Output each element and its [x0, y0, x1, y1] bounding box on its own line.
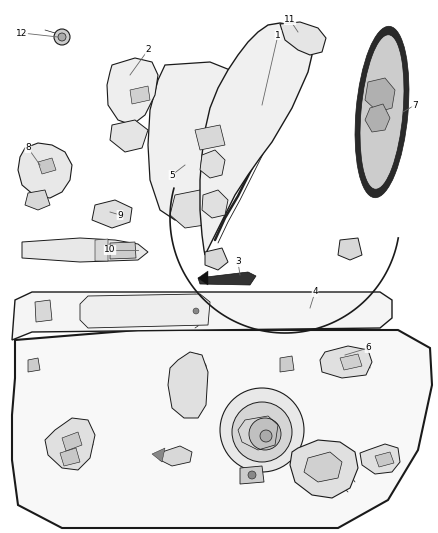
- Polygon shape: [38, 158, 56, 174]
- Polygon shape: [360, 444, 400, 474]
- Polygon shape: [280, 22, 326, 55]
- Text: 4: 4: [312, 287, 318, 296]
- Ellipse shape: [360, 35, 404, 189]
- Polygon shape: [62, 432, 82, 451]
- Circle shape: [260, 430, 272, 442]
- Polygon shape: [152, 448, 165, 462]
- Polygon shape: [110, 120, 148, 152]
- Polygon shape: [95, 239, 108, 261]
- Text: 11: 11: [284, 15, 296, 25]
- Circle shape: [54, 29, 70, 45]
- Polygon shape: [45, 418, 95, 470]
- Polygon shape: [22, 238, 148, 262]
- Polygon shape: [25, 190, 50, 210]
- Text: 12: 12: [16, 28, 28, 37]
- Circle shape: [220, 388, 304, 472]
- Polygon shape: [320, 346, 372, 378]
- Circle shape: [248, 471, 256, 479]
- Polygon shape: [170, 190, 210, 228]
- Polygon shape: [160, 446, 192, 466]
- Polygon shape: [290, 440, 358, 498]
- Polygon shape: [240, 466, 264, 484]
- Polygon shape: [110, 242, 136, 259]
- Polygon shape: [280, 356, 294, 372]
- Polygon shape: [338, 238, 362, 260]
- Text: 9: 9: [117, 211, 123, 220]
- Text: 7: 7: [412, 101, 418, 109]
- Polygon shape: [35, 300, 52, 322]
- Polygon shape: [195, 125, 225, 150]
- Text: 8: 8: [25, 143, 31, 152]
- Polygon shape: [198, 271, 208, 285]
- Text: 5: 5: [169, 171, 175, 180]
- Polygon shape: [18, 143, 72, 198]
- Polygon shape: [12, 292, 392, 340]
- Polygon shape: [375, 452, 394, 467]
- Polygon shape: [28, 358, 40, 372]
- Circle shape: [249, 418, 281, 450]
- Polygon shape: [198, 272, 256, 285]
- Polygon shape: [365, 78, 395, 112]
- Polygon shape: [365, 104, 390, 132]
- Text: 2: 2: [145, 45, 151, 54]
- Polygon shape: [60, 448, 80, 466]
- Text: 3: 3: [235, 257, 241, 266]
- Polygon shape: [202, 190, 228, 218]
- Text: 1: 1: [275, 30, 281, 39]
- Circle shape: [193, 308, 199, 314]
- Polygon shape: [340, 354, 362, 370]
- Circle shape: [232, 402, 292, 462]
- Polygon shape: [12, 330, 432, 528]
- Polygon shape: [168, 352, 208, 418]
- Polygon shape: [130, 86, 150, 104]
- Circle shape: [58, 33, 66, 41]
- Polygon shape: [205, 248, 228, 270]
- Polygon shape: [200, 150, 225, 178]
- Ellipse shape: [355, 26, 409, 198]
- Text: 6: 6: [365, 343, 371, 352]
- Polygon shape: [304, 452, 342, 482]
- Polygon shape: [148, 62, 255, 220]
- Polygon shape: [92, 200, 132, 228]
- Polygon shape: [80, 294, 210, 328]
- Text: 10: 10: [104, 246, 116, 254]
- Polygon shape: [107, 58, 158, 125]
- Polygon shape: [200, 23, 312, 255]
